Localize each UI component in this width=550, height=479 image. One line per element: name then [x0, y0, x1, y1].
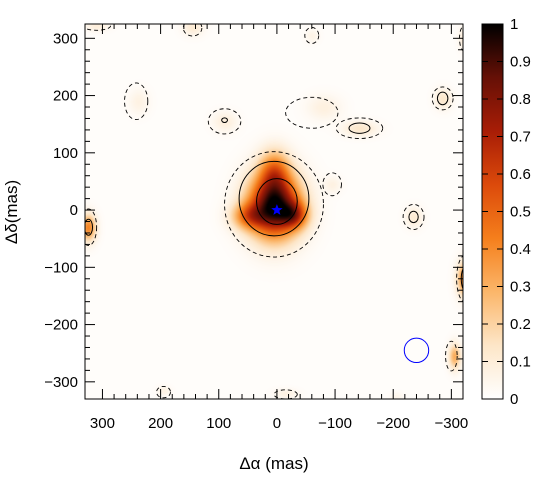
colorbar-tick-label: 0: [510, 391, 518, 408]
y-tick-label: 100: [53, 145, 78, 162]
x-tick-label: −300: [434, 415, 468, 432]
colorbar-tick-label: 0.4: [510, 241, 531, 258]
colorbar-tick-label: 0.1: [510, 354, 531, 371]
y-tick-label: 0: [70, 202, 78, 219]
x-tick-label: −200: [376, 415, 410, 432]
dashed-contour: [156, 385, 171, 399]
solid-contour: [221, 117, 228, 123]
y-tick-labels: 300 200 100 0 −100 −200 −300: [44, 30, 78, 391]
colorbar-tick-label: 1: [510, 16, 518, 33]
dashed-contour: [273, 389, 298, 399]
dashed-contour: [335, 117, 384, 139]
y-tick-label: −200: [44, 317, 78, 334]
colorbar-tick-label: 0.8: [510, 91, 531, 108]
colorbar-ticks: 0 0.1 0.2 0.3 0.4 0.5 0.6 0.7 0.8 0.9 1: [482, 16, 531, 408]
colorbar-tick-label: 0.2: [510, 316, 531, 333]
x-axis-title: Δα (mas): [239, 454, 308, 473]
heatmap-image: [85, 24, 463, 399]
colorbar-tick-label: 0.3: [510, 279, 531, 296]
axis-ticks: [85, 24, 463, 399]
y-axis-title: Δδ(mas): [2, 180, 21, 244]
dashed-contour: [445, 340, 458, 372]
y-tick-label: 200: [53, 88, 78, 105]
dashed-contour: [85, 208, 98, 247]
dashed-contour: [322, 172, 342, 197]
x-tick-labels: 300 200 100 0 −100 −200 −300: [90, 415, 468, 432]
beam-circle: [403, 337, 430, 364]
solid-contour: [238, 160, 310, 237]
star-marker: [271, 204, 283, 215]
x-tick-label: 200: [148, 415, 173, 432]
solid-contour: [256, 178, 298, 225]
colorbar-tick-label: 0.5: [510, 204, 531, 221]
dashed-contour: [285, 96, 339, 129]
dashed-contour: [402, 203, 425, 230]
dashed-contour: [124, 82, 149, 121]
solid-contour: [85, 218, 94, 236]
colorbar-tick-label: 0.9: [510, 54, 531, 71]
plot-frame: [84, 23, 464, 400]
y-tick-label: 300: [53, 30, 78, 47]
dashed-contour: [182, 24, 203, 37]
x-tick-label: 0: [273, 415, 281, 432]
x-tick-label: −100: [318, 415, 352, 432]
dashed-contour: [431, 86, 454, 111]
x-tick-label: 100: [206, 415, 231, 432]
dashed-contour: [224, 151, 324, 258]
y-tick-label: −300: [44, 374, 78, 391]
solid-contour: [436, 91, 449, 106]
colorbar-tick-label: 0.7: [510, 129, 531, 146]
colorbar-tick-label: 0.6: [510, 166, 531, 183]
x-tick-label: 300: [90, 415, 115, 432]
solid-contour: [408, 210, 419, 224]
markers: [271, 204, 430, 364]
dashed-contour: [207, 108, 242, 135]
y-tick-label: −100: [44, 259, 78, 276]
solid-contour: [348, 122, 371, 134]
dashed-contour: [85, 24, 112, 31]
